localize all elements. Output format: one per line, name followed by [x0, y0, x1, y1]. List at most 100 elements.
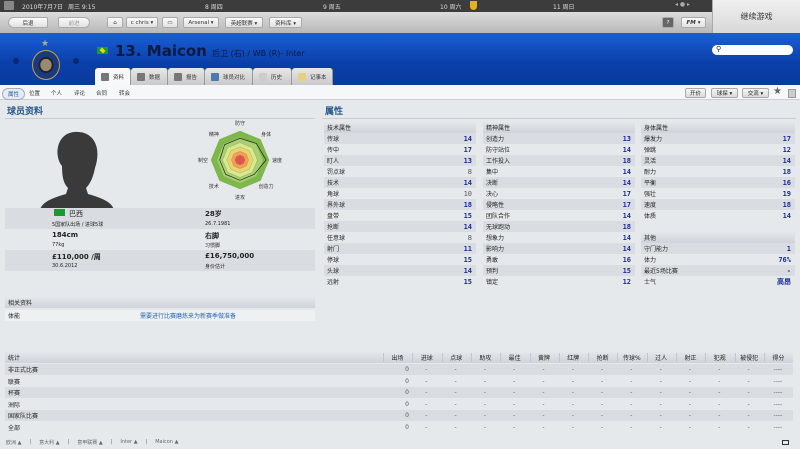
- tab-profile[interactable]: 资料: [95, 68, 131, 85]
- attribute-value: 10: [463, 189, 472, 198]
- stats-column-header[interactable]: 被侵犯: [734, 353, 763, 362]
- subnav-transfer[interactable]: 转会: [119, 91, 131, 97]
- attribute-name: 停球: [327, 257, 340, 264]
- search-input[interactable]: ⚲: [712, 45, 793, 55]
- make-offer-button[interactable]: 开价: [685, 88, 706, 98]
- height: 184cm: [52, 231, 79, 239]
- calendar-day[interactable]: 11 周日: [553, 4, 575, 11]
- attribute-name: 任意球: [327, 235, 346, 242]
- attribute-value: 19: [782, 189, 791, 198]
- breadcrumb-europe[interactable]: 欧洲 ▲: [6, 440, 22, 446]
- add-note-icon[interactable]: [788, 89, 796, 98]
- stats-column-header[interactable]: 点球: [441, 353, 470, 362]
- stats-column-header[interactable]: 犯规: [705, 353, 733, 362]
- calendar-nav-icon[interactable]: ◂ ● ▸: [675, 1, 691, 8]
- attribute-name: 射门: [327, 246, 340, 253]
- attribute-row: 决心 17: [483, 188, 635, 199]
- stats-row: 杯赛 0- - - - - - - - - - - - ----: [5, 387, 793, 398]
- next-player-icon[interactable]: [73, 58, 79, 64]
- stats-cell: -: [542, 400, 545, 408]
- database-dropdown[interactable]: 资料库 ▾: [269, 17, 302, 28]
- stats-cell: 0: [405, 400, 409, 408]
- subnav-comments[interactable]: 评论: [74, 91, 86, 97]
- radar-label: 技术: [209, 183, 219, 190]
- manager-dropdown[interactable]: c chris ▾: [126, 17, 158, 28]
- calendar-day[interactable]: 8 周四: [205, 4, 223, 11]
- tab-label: 历史: [271, 74, 283, 81]
- stats-column-header[interactable]: 过人: [646, 353, 675, 362]
- subnav-personal[interactable]: 个人: [51, 91, 63, 97]
- breadcrumb-player[interactable]: Maicon ▲: [155, 439, 179, 445]
- attribute-name: 界外球: [327, 202, 346, 209]
- related-info-title: 相关资料: [8, 300, 33, 307]
- attribute-value: 13: [622, 134, 631, 143]
- tab-compare[interactable]: 球员对比: [205, 68, 253, 85]
- stats-column-header[interactable]: 出场: [383, 353, 411, 362]
- attribute-value: 14: [622, 178, 631, 187]
- stats-column-header[interactable]: 红牌: [558, 353, 587, 362]
- interact-dropdown[interactable]: 交流 ▾: [742, 88, 769, 98]
- home-button[interactable]: ⌂: [107, 17, 123, 28]
- stats-column-header[interactable]: 射正: [676, 353, 704, 362]
- forward-button[interactable]: 前进: [58, 17, 90, 28]
- attribute-value: 14: [463, 266, 472, 275]
- stats-cell: -: [454, 412, 457, 419]
- attribute-value: 18: [782, 200, 791, 209]
- inter-club-logo[interactable]: [32, 50, 60, 80]
- attribute-name: 无球跑动: [486, 224, 511, 231]
- attribute-name: 侵略性: [486, 202, 505, 209]
- stats-column-header[interactable]: 传球%: [617, 353, 645, 362]
- calendar-day[interactable]: 9 周五: [323, 4, 341, 11]
- scout-dropdown[interactable]: 球探 ▾: [711, 88, 738, 98]
- back-button[interactable]: 后退: [8, 17, 48, 28]
- breadcrumb-italy[interactable]: 意大利 ▲: [39, 440, 60, 446]
- watford-crest-icon[interactable]: [470, 1, 477, 10]
- stats-cell: -: [483, 423, 486, 431]
- fitness-label: 体能: [8, 313, 21, 320]
- window-icon[interactable]: [782, 440, 789, 445]
- inbox-button[interactable]: ▭: [162, 17, 178, 28]
- attribute-row: 影响力 14: [483, 243, 635, 254]
- attribute-name: 盘带: [327, 213, 340, 220]
- stats-cell: -: [483, 412, 486, 419]
- breadcrumb-club[interactable]: Inter ▲: [120, 439, 138, 445]
- fitness-status-link[interactable]: 需要进行比赛磨炼来为新赛季做准备: [140, 313, 237, 320]
- stats-column-header[interactable]: 得分: [763, 353, 792, 362]
- continue-game-button[interactable]: 继续游戏: [712, 0, 800, 33]
- attribute-value: 14: [782, 211, 791, 220]
- attribute-row: 任意球 8: [324, 232, 476, 243]
- stats-row: 国家队比赛 0- - - - - - - - - - - - ----: [5, 410, 793, 421]
- league-dropdown[interactable]: 英超联赛 ▾: [225, 17, 263, 28]
- attribute-row: 勇敢 16: [483, 254, 635, 265]
- tab-reports[interactable]: 报告: [168, 68, 205, 85]
- stats-column-header[interactable]: 助攻: [470, 353, 499, 362]
- breadcrumb-serie-a[interactable]: 意甲联赛 ▲: [77, 440, 103, 446]
- tab-history[interactable]: 历史: [253, 68, 292, 85]
- stats-row: 联赛 0- - - - - - - - - - - - ----: [5, 376, 793, 387]
- subnav-contract[interactable]: 合同: [96, 91, 108, 97]
- stats-column-header[interactable]: 进球: [412, 353, 440, 362]
- shortlist-star-icon[interactable]: ★: [773, 86, 782, 97]
- attribute-value: 15: [622, 266, 631, 275]
- stats-column-header[interactable]: 抢断: [588, 353, 616, 362]
- menu-icon[interactable]: [4, 1, 14, 10]
- stats-cell: -: [688, 423, 692, 431]
- stats-column-header[interactable]: 最佳: [500, 353, 528, 362]
- subnav-attributes[interactable]: 属性: [2, 88, 26, 100]
- stats-cell: -: [688, 400, 692, 408]
- nationality: 巴西: [69, 210, 83, 218]
- attribute-name: 速度: [644, 202, 657, 209]
- attribute-name: 镇定: [486, 279, 499, 286]
- stats-column-header[interactable]: 黄牌: [529, 353, 558, 362]
- history-icon: [259, 72, 267, 81]
- subnav-positions[interactable]: 位置: [29, 91, 41, 97]
- section-title-attributes: 属性: [325, 107, 344, 117]
- club-dropdown[interactable]: Arsenal ▾: [183, 17, 219, 28]
- stats-title: 统计: [8, 355, 21, 362]
- fm-menu-button[interactable]: FM ▾: [681, 17, 706, 28]
- tab-notes[interactable]: 记事本: [292, 68, 333, 85]
- help-button[interactable]: ?: [662, 17, 674, 28]
- tab-stats[interactable]: 数据: [131, 68, 168, 85]
- calendar-day[interactable]: 10 周六: [440, 4, 462, 11]
- prev-player-icon[interactable]: [13, 58, 19, 64]
